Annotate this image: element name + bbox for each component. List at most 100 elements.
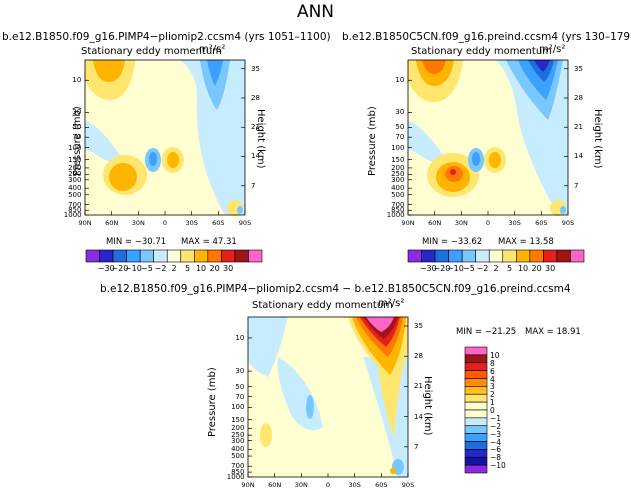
panel1-xtick-3: 0: [162, 219, 168, 227]
colorbar-diff-label-2: 6: [490, 366, 495, 376]
colorbar-panel2: [407, 249, 585, 263]
panel2-navy-region: [534, 60, 550, 72]
colorbar-diff-swatch-1: [464, 354, 488, 364]
panel3-xtick-3: 0: [325, 481, 331, 489]
panel2-min: MIN = −33.62: [422, 237, 483, 247]
colorbar-panel2-swatch-11: [556, 249, 571, 263]
colorbar-diff-label-13: −8: [490, 453, 502, 463]
colorbar-diff-label-0: 10: [490, 350, 500, 360]
colorbar-diff-swatch-14: [464, 456, 488, 466]
colorbar-diff-swatch-11: [464, 433, 488, 442]
panel1-ytick-5: 150: [68, 155, 82, 164]
panel1-ytick-11: 700: [68, 200, 82, 209]
colorbar-diff-swatch-8: [464, 409, 488, 419]
colorbar-panel2-swatch-10: [543, 249, 558, 263]
panel2-ytick-6: 200: [391, 163, 405, 172]
colorbar-panel2-label-6: 5: [506, 264, 513, 273]
panel2-ytick-13: 1000: [386, 211, 405, 219]
panel3-orange-surface: [390, 468, 396, 474]
panel1-ytick-3: 70: [72, 133, 82, 142]
colorbar-panel1-swatch-1: [99, 249, 114, 263]
colorbar-panel1-swatch-6: [166, 249, 182, 263]
panel1-subtitle: Stationary eddy momentum: [81, 46, 222, 57]
panel1-ytick-2: 50: [72, 123, 82, 132]
colorbar-panel1-label-8: 20: [209, 264, 220, 273]
panel2-darkblue-equator: [472, 152, 480, 166]
colorbar-panel2-swatch-9: [529, 249, 544, 263]
panel1-ytick-1: 30: [72, 108, 82, 117]
panel3-ytick-6: 200: [231, 424, 245, 433]
panel1-units: m²/s²: [199, 44, 226, 55]
panel2-light-blue-left: [408, 120, 448, 163]
panel1-xtick-5: 60S: [212, 219, 225, 227]
panel2-units: m²/s²: [539, 44, 566, 55]
colorbar-diff-label-4: 3: [490, 382, 495, 392]
panel2-ytick-10: 500: [391, 190, 405, 199]
panel1-xtick-0: 90N: [78, 219, 92, 227]
panel2-ytick-11: 700: [391, 200, 405, 209]
colorbar-panel2-swatch-5: [475, 249, 490, 263]
panel1-ytick-right-2: 21: [251, 123, 260, 132]
panel2-max: MAX = 13.58: [498, 237, 554, 247]
panel1-xtick-1: 60N: [105, 219, 119, 227]
panel2-ytick-12: 850: [391, 206, 405, 215]
panel2-ytick-4: 100: [391, 143, 405, 152]
panel3-blue-equator: [306, 395, 314, 419]
panel3-xtick-0: 90N: [241, 481, 255, 489]
panel2-ytick-9: 400: [391, 184, 405, 193]
panel2-blue-surface: [560, 206, 566, 214]
colorbar-panel1-swatch-11: [234, 249, 249, 263]
colorbar-panel2-swatch-3: [448, 249, 463, 263]
panel2-ytick-3: 70: [395, 133, 405, 142]
panel3-plot: [247, 316, 409, 478]
colorbar-diff-label-1: 8: [490, 358, 495, 368]
panel2-xtick-6: 90S: [561, 219, 575, 227]
panel2-ytick-7: 250: [391, 170, 405, 179]
colorbar-panel2-label-7: 10: [517, 264, 529, 273]
panel3-yellow-nh: [260, 423, 272, 447]
panel1-ytick-0: 10: [72, 76, 82, 85]
panel3-ytick-0: 10: [235, 333, 245, 342]
panel3-ytick-13: 1000: [226, 473, 245, 481]
colorbar-panel1-swatch-2: [112, 249, 127, 263]
colorbar-diff-label-11: −4: [490, 437, 502, 447]
colorbar-panel1-label-9: 30: [223, 264, 234, 273]
colorbar-panel2-label-9: 30: [545, 264, 556, 273]
panel1-orange-nh-top: [93, 60, 125, 82]
colorbar-panel1-swatch-3: [126, 249, 141, 263]
colorbar-diff-swatch-13: [464, 449, 488, 458]
colorbar-panel2-swatch-2: [434, 249, 449, 263]
panel1-xtick-6: 90S: [238, 219, 252, 227]
panel1-min: MIN = −30.71: [106, 237, 167, 247]
colorbar-panel2-label-5: 2: [493, 264, 499, 273]
colorbar-diff-swatch-5: [464, 386, 488, 395]
colorbar-diff-swatch-3: [464, 370, 488, 379]
panel3-xtick-6: 90S: [401, 481, 415, 489]
panel2-xtick-0: 90N: [401, 219, 415, 227]
colorbar-diff-label-7: 0: [490, 406, 495, 415]
colorbar-diff-label-9: −2: [490, 421, 502, 431]
panel1-blue-surface: [237, 206, 243, 214]
panel3-ytick-right-1: 28: [414, 352, 423, 361]
colorbar-panel1-swatch-12: [248, 249, 263, 263]
panel2-ytick-right-4: 7: [574, 181, 579, 190]
panel3-ytick-2: 50: [235, 382, 245, 391]
panel3-xtick-1: 60N: [268, 481, 282, 489]
panel1-darkblue-equator: [149, 152, 157, 166]
colorbar-panel2-label-2: −10: [446, 264, 464, 273]
colorbar-diff-swatch-4: [464, 378, 488, 387]
panel2-darkorange-nh-top: [422, 60, 446, 74]
panel3-ytick-right-0: 35: [414, 322, 423, 330]
panel3-ytick-10: 500: [231, 452, 245, 461]
panel3-max: MAX = 18.91: [525, 327, 581, 337]
panel1-ytick-right-3: 14: [251, 152, 260, 161]
panel1-ytick-right-4: 7: [251, 181, 256, 190]
colorbar-panel1-label-5: 2: [171, 264, 177, 273]
panel3-ytick-4: 100: [231, 403, 245, 412]
panel1-ytick-6: 200: [68, 163, 82, 172]
panel1-ytick-4: 100: [68, 143, 82, 152]
panel3-xtick-5: 60S: [375, 481, 388, 489]
panel3-ytick-5: 150: [231, 415, 245, 424]
panel1-light-blue-left: [85, 120, 125, 163]
panel3-subtitle: Stationary eddy momentum: [252, 300, 393, 311]
